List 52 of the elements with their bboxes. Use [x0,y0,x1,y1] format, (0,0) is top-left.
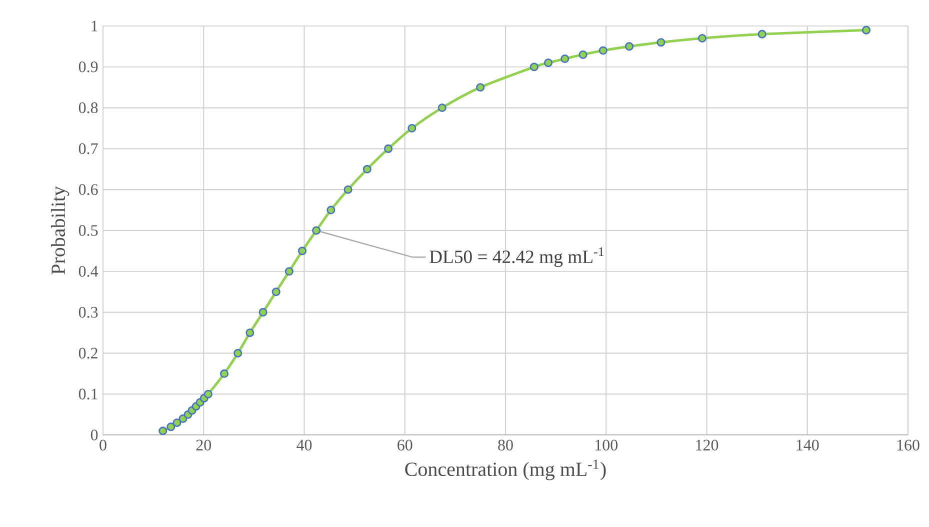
point [530,62,538,72]
y-tick-label: 0.8 [78,102,98,114]
y-tick-label: 0.9 [78,61,98,72]
point [862,26,871,34]
y-tick-label: 0.4 [78,266,98,277]
point [560,54,570,63]
x-tick-label: 20 [196,440,212,450]
x-tick-label: 100 [596,440,618,450]
y-tick-label: 1 [92,20,98,32]
x-tick-label: 140 [796,440,819,450]
point [625,42,634,51]
point [166,422,176,432]
annotation: DL50 = 42.42 mg mL$^{-1}$ [430,247,604,267]
point [362,164,372,174]
point [698,34,706,43]
y-tick-label: 0.7 [78,143,98,154]
x-tick-label: 60 [398,440,412,450]
point [326,206,336,214]
x-tick-label: 0 [100,440,106,450]
x-tick-label: 40 [296,440,312,450]
point [656,38,666,47]
point [220,369,229,378]
point [172,418,182,427]
y-tick-label: 0.2 [78,348,98,359]
point [284,267,294,276]
point [298,246,307,256]
point [158,426,168,436]
x-tick-label: 160 [897,440,920,450]
x-axis-title: Concentration (mg mL$^{-1}$) [405,460,606,480]
point [234,348,242,358]
point [544,58,553,68]
y-tick-label: 0.5 [78,225,98,236]
y-tick-label: 0.6 [78,184,98,196]
point [758,30,766,38]
point [204,390,212,398]
x-tick-label: 80 [498,440,513,450]
point [258,308,268,317]
point [598,46,608,55]
point [438,104,446,112]
point [272,288,280,296]
point [344,185,352,194]
point [476,83,485,92]
point [246,328,254,338]
point [384,144,393,153]
point [578,50,588,59]
point [312,226,321,235]
y-tick-label: 0.3 [78,306,98,318]
y-axis-title: Probability [50,186,70,274]
point [408,124,416,133]
y-tick-label: 0 [90,430,98,440]
y-tick-label: 0.1 [78,388,98,400]
x-tick-label: 120 [696,440,718,450]
